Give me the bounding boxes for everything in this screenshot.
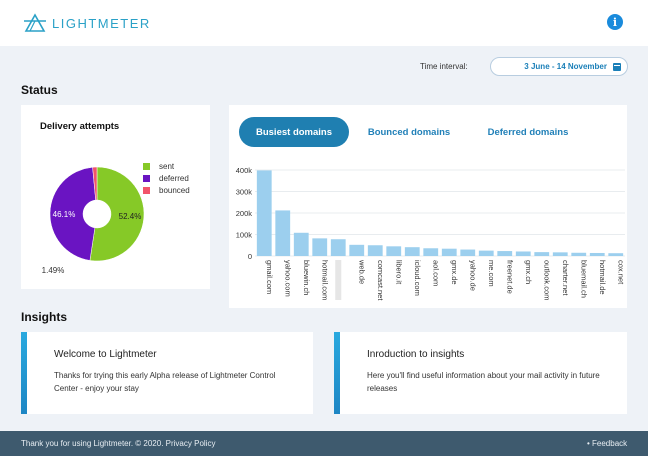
domain-bar[interactable] [497, 251, 513, 256]
legend-label-sent: sent [159, 161, 175, 171]
domain-bar[interactable] [552, 252, 568, 256]
x-tick-label: comcast.net [376, 260, 385, 301]
x-tick-label: bluemail.ch [579, 260, 588, 298]
domain-bar[interactable] [349, 244, 365, 256]
x-tick-label: yahoo.de [468, 260, 477, 291]
x-tick-label: yahoo.com [283, 260, 292, 297]
insight-title: Welcome to Lightmeter [54, 349, 157, 360]
insight-accent-bar [21, 332, 27, 414]
x-tick-label: freenet.de [505, 260, 514, 294]
y-tick-label: 400k [236, 166, 253, 175]
legend-item-deferred[interactable]: deferred [143, 172, 190, 184]
date-range-picker[interactable]: 3 June - 14 November [490, 57, 628, 76]
insights-heading: Insights [21, 310, 68, 324]
insight-accent-bar [334, 332, 340, 414]
legend-label-deferred: deferred [159, 173, 189, 183]
domain-bar[interactable] [478, 250, 494, 256]
info-icon[interactable]: i [607, 14, 623, 30]
tab-busiest-domains[interactable]: Busiest domains [239, 117, 349, 147]
domain-tabs: Busiest domains Bounced domains Deferred… [239, 117, 587, 147]
pie-slice-label: 1.49% [42, 266, 65, 275]
x-tick-label: cox.net [616, 260, 625, 285]
pie-legend: sent deferred bounced [143, 160, 190, 196]
tab-bounced-domains[interactable]: Bounced domains [367, 126, 451, 138]
y-tick-label: 300k [236, 188, 253, 197]
pie-slice-bounced[interactable] [92, 167, 98, 201]
insight-card-introduction: Inroduction to insights Here you'll find… [334, 332, 627, 414]
insight-body: Here you'll find useful information abou… [367, 371, 600, 393]
legend-item-bounced[interactable]: bounced [143, 184, 190, 196]
x-tick-label: charter.net [561, 260, 570, 296]
delivery-pie-chart: 52.4% 46.1% 1.49% [42, 167, 145, 275]
x-tick-label: gmail.com [265, 260, 274, 294]
domain-bar[interactable] [404, 247, 420, 256]
privacy-policy-link[interactable]: Privacy Policy [165, 439, 216, 448]
legend-swatch-bounced [143, 186, 150, 194]
insight-card-welcome: Welcome to Lightmeter Thanks for trying … [21, 332, 313, 414]
x-tick-label: aol.com [431, 260, 440, 286]
insight-body: Thanks for trying this early Alpha relea… [54, 371, 276, 393]
pie-slice-sent[interactable] [89, 167, 145, 262]
logo-text: LIGHTMETER [52, 15, 151, 31]
domain-bar[interactable] [460, 249, 476, 256]
x-tick-label: hotmail.de [598, 260, 607, 295]
pie-slice-label: 46.1% [53, 210, 76, 219]
x-tick-label: me.com [487, 260, 496, 287]
busiest-domains-bar-chart: 0 100k 200k 300k 400k gmail.com yahoo.com bluew… [236, 166, 626, 301]
x-tick-label: hotmail.com [320, 260, 329, 300]
pie-slice-label: 52.4% [119, 212, 142, 221]
y-tick-label: 0 [248, 252, 252, 261]
date-range-value: 3 June - 14 November [524, 62, 607, 71]
insight-title: Inroduction to insights [367, 349, 465, 360]
domain-bar[interactable] [293, 232, 309, 256]
x-tick-label: libero.it [394, 260, 403, 285]
footer-text: Thank you for using Lightmeter. © 2020. … [21, 439, 215, 448]
calendar-icon [613, 62, 621, 71]
domain-bar[interactable] [589, 252, 605, 256]
time-interval-label: Time interval: [420, 62, 468, 71]
pie-slice-deferred[interactable] [49, 167, 96, 261]
domain-bar[interactable] [312, 238, 328, 256]
x-tick-label: icloud.com [413, 260, 422, 296]
blurred-label [335, 260, 342, 300]
y-tick-label: 200k [236, 209, 253, 218]
top-bar: LIGHTMETER i [0, 0, 648, 46]
domain-bar[interactable] [423, 248, 439, 256]
domain-bar[interactable] [275, 210, 291, 256]
logo[interactable]: LIGHTMETER [24, 12, 151, 34]
prism-logo-icon [24, 13, 46, 32]
x-tick-label: gmx.ch [524, 260, 533, 284]
y-tick-label: 100k [236, 231, 253, 240]
domain-bar[interactable] [386, 246, 402, 256]
domain-bar[interactable] [441, 248, 457, 256]
feedback-link[interactable]: • Feedback [587, 439, 628, 448]
x-tick-label: gmx.de [450, 260, 459, 285]
domain-bar[interactable] [571, 252, 587, 256]
domain-bar[interactable] [330, 239, 346, 256]
legend-item-sent[interactable]: sent [143, 160, 190, 172]
legend-label-bounced: bounced [159, 185, 190, 195]
status-heading: Status [21, 83, 58, 97]
footer: Thank you for using Lightmeter. © 2020. … [0, 431, 648, 456]
delivery-attempts-title: Delivery attempts [40, 121, 120, 132]
x-tick-label: outlook.com [542, 260, 551, 300]
delivery-attempts-card: Delivery attempts 52.4% 46.1% 1.49% sent d… [21, 105, 210, 289]
legend-swatch-sent [143, 162, 150, 170]
tab-deferred-domains[interactable]: Deferred domains [487, 126, 569, 138]
x-tick-label: web.de [357, 259, 366, 284]
domain-bar[interactable] [608, 253, 624, 256]
domain-bar[interactable] [534, 252, 550, 256]
x-tick-label: bluewin.ch [302, 260, 311, 295]
legend-swatch-deferred [143, 174, 150, 182]
domain-bar[interactable] [367, 245, 383, 256]
domain-bar[interactable] [515, 251, 531, 256]
footer-copyright: Thank you for using Lightmeter. © 2020. [21, 439, 164, 448]
domains-card: Busiest domains Bounced domains Deferred… [229, 105, 627, 308]
domain-bar[interactable] [256, 170, 272, 256]
